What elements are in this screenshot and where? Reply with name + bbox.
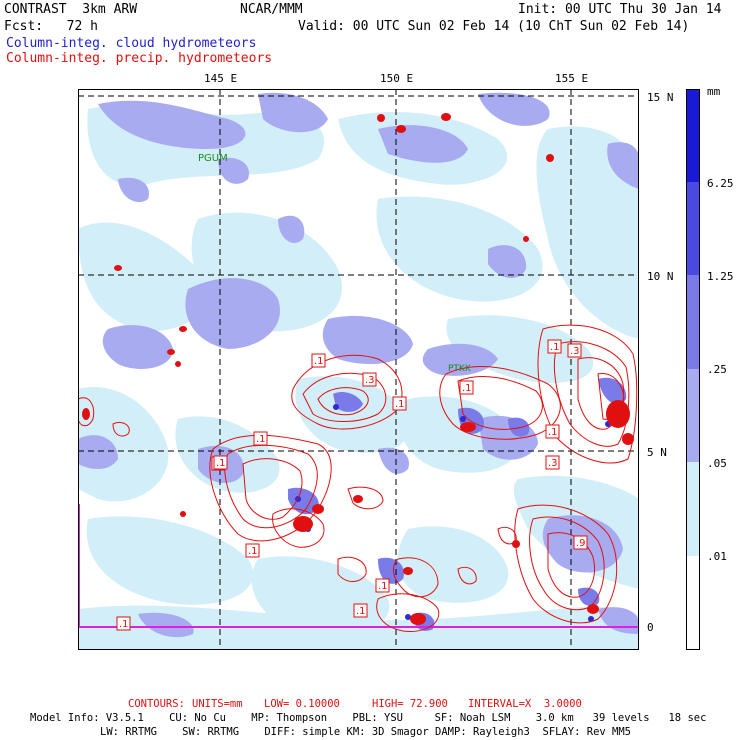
- colorbar-unit: mm: [707, 85, 721, 98]
- contour-label: .1: [462, 383, 472, 394]
- contour-label: .9: [576, 538, 586, 549]
- contour-label: .1: [256, 434, 266, 445]
- colorbar-swatch: [686, 369, 700, 462]
- legend-cloud-label: Column-integ. cloud hydrometeors: [6, 36, 257, 51]
- colorbar-tick: .25: [707, 363, 727, 376]
- legend-precip-label: Column-integ. precip. hydrometeors: [6, 51, 273, 66]
- institution-label: NCAR/MMM: [240, 2, 303, 17]
- footer-units: UNITS=mm: [192, 698, 243, 710]
- footer-interval: INTERVAL=X 3.0000: [468, 698, 582, 710]
- contour-label: .3: [365, 375, 375, 386]
- contour-label: .1: [378, 581, 388, 592]
- contour-label: .1: [314, 356, 324, 367]
- init-time: Init: 00 UTC Thu 30 Jan 14: [518, 2, 722, 17]
- footer-model-info-1: Model Info: V3.5.1 CU: No Cu MP: Thompso…: [30, 712, 707, 724]
- map-panel: .1 .3 .1 .1 .1 .1 .1 .1 .1 .1 .1 .3 .3 .…: [78, 89, 639, 650]
- lat-label-5n: 5 N: [647, 446, 667, 459]
- model-title: CONTRAST 3km ARW: [4, 2, 138, 17]
- lon-label-150: 150 E: [380, 72, 414, 85]
- colorbar-swatch: [686, 89, 700, 182]
- contour-label: .1: [548, 427, 558, 438]
- colorbar: [686, 89, 700, 650]
- contour-label: .1: [216, 458, 226, 469]
- contour-label: .3: [548, 458, 558, 469]
- contour-label: .3: [570, 346, 580, 357]
- lat-label-0: 0: [647, 621, 654, 634]
- lat-label-15n: 15 N: [647, 91, 674, 104]
- footer-high: HIGH= 72.900: [372, 698, 448, 710]
- contour-label: .1: [395, 399, 405, 410]
- contour-label: .1: [119, 619, 129, 630]
- contour-label: .1: [248, 546, 258, 557]
- colorbar-tick: .05: [707, 457, 727, 470]
- colorbar-tick: .01: [707, 550, 727, 563]
- footer-contours-label: CONTOURS:: [128, 698, 185, 710]
- precip-contours: [78, 324, 638, 633]
- map-border: [78, 89, 639, 650]
- lon-label-155: 155 E: [555, 72, 589, 85]
- colorbar-swatch: [686, 182, 700, 275]
- lon-label-145: 145 E: [204, 72, 238, 85]
- footer-low: LOW= 0.10000: [264, 698, 340, 710]
- colorbar-tick: 6.25: [707, 177, 734, 190]
- station-label-pgum: PGUM: [198, 153, 228, 164]
- valid-time: Valid: 00 UTC Sun 02 Feb 14 (10 ChT Sun …: [298, 19, 690, 34]
- colorbar-swatch: [686, 556, 700, 650]
- forecast-hour: Fcst: 72 h: [4, 19, 98, 34]
- contour-label-group: .1 .3 .1 .1 .1 .1 .1 .1 .1 .1 .1 .3 .3 .…: [116, 339, 588, 631]
- footer-model-info-2: LW: RRTMG SW: RRTMG DIFF: simple KM: 3D …: [100, 726, 632, 738]
- lat-label-10n: 10 N: [647, 270, 674, 283]
- colorbar-swatch: [686, 275, 700, 369]
- contour-label: .1: [356, 606, 366, 617]
- station-label-ptkk: PTKK: [448, 364, 472, 374]
- contour-label: .1: [550, 342, 560, 353]
- colorbar-swatch: [686, 462, 700, 556]
- colorbar-tick: 1.25: [707, 270, 734, 283]
